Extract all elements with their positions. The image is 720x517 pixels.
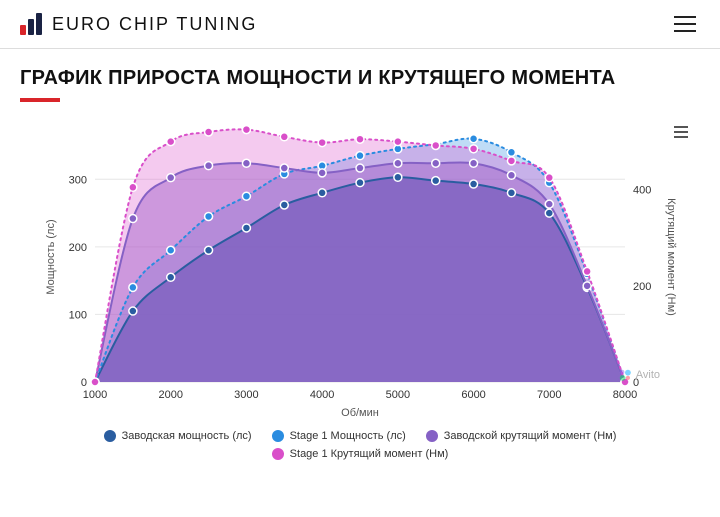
power-torque-chart: 0100200300020040010002000300040005000600…	[40, 122, 680, 422]
avito-icon	[618, 368, 632, 382]
legend-label: Заводской крутящий момент (Нм)	[444, 430, 617, 442]
page-title: ГРАФИК ПРИРОСТА МОЩНОСТИ И КРУТЯЩЕГО МОМ…	[20, 67, 700, 90]
svg-text:300: 300	[69, 174, 87, 186]
chart-menu-icon[interactable]	[670, 122, 692, 142]
watermark: Avito	[618, 368, 660, 382]
legend-item[interactable]: Stage 1 Крутящий момент (Нм)	[272, 448, 449, 460]
title-underline	[20, 98, 60, 102]
brand: EURO CHIP TUNING	[20, 13, 257, 35]
legend-label: Заводская мощность (лс)	[122, 430, 252, 442]
svg-text:200: 200	[69, 242, 87, 254]
svg-text:Крутящий момент (Нм): Крутящий момент (Нм)	[665, 198, 677, 316]
legend-label: Stage 1 Крутящий момент (Нм)	[290, 448, 449, 460]
svg-text:6000: 6000	[461, 389, 485, 401]
watermark-text: Avito	[636, 369, 660, 381]
svg-text:400: 400	[633, 185, 651, 197]
svg-text:0: 0	[81, 377, 87, 389]
legend-marker-icon	[104, 430, 116, 442]
logo-icon	[20, 13, 42, 35]
svg-text:8000: 8000	[613, 389, 637, 401]
legend-marker-icon	[426, 430, 438, 442]
chart-container: 0100200300020040010002000300040005000600…	[20, 122, 700, 422]
svg-text:7000: 7000	[537, 389, 561, 401]
brand-text: EURO CHIP TUNING	[52, 14, 257, 35]
legend-marker-icon	[272, 430, 284, 442]
svg-text:100: 100	[69, 309, 87, 321]
legend-marker-icon	[272, 448, 284, 460]
hamburger-icon[interactable]	[670, 12, 700, 36]
svg-text:200: 200	[633, 281, 651, 293]
chart-legend: Заводская мощность (лс) Stage 1 Мощность …	[20, 422, 700, 460]
svg-text:Мощность (лс): Мощность (лс)	[45, 219, 57, 294]
legend-label: Stage 1 Мощность (лс)	[290, 430, 406, 442]
svg-text:5000: 5000	[386, 389, 410, 401]
svg-text:1000: 1000	[83, 389, 107, 401]
legend-item[interactable]: Заводской крутящий момент (Нм)	[426, 430, 617, 442]
header: EURO CHIP TUNING	[0, 0, 720, 49]
legend-item[interactable]: Stage 1 Мощность (лс)	[272, 430, 406, 442]
content: ГРАФИК ПРИРОСТА МОЩНОСТИ И КРУТЯЩЕГО МОМ…	[0, 49, 720, 470]
svg-text:3000: 3000	[234, 389, 258, 401]
svg-text:4000: 4000	[310, 389, 334, 401]
svg-text:2000: 2000	[158, 389, 182, 401]
svg-text:Об/мин: Об/мин	[341, 407, 379, 419]
legend-item[interactable]: Заводская мощность (лс)	[104, 430, 252, 442]
